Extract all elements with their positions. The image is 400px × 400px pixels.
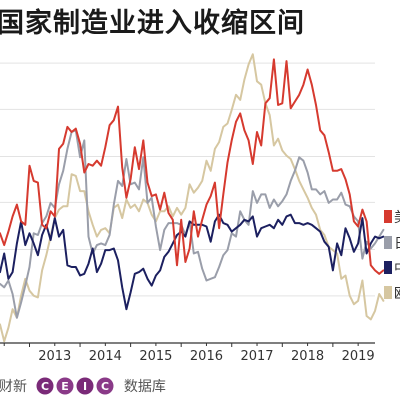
x-tick-label-2017: 2017 bbox=[240, 349, 273, 364]
x-tick-label-2018: 2018 bbox=[291, 349, 324, 364]
legend-swatch-china bbox=[384, 261, 392, 274]
series-line-0 bbox=[0, 58, 385, 275]
ceic-logo-letter-c1: C bbox=[41, 380, 49, 393]
legend: 美 日 中 欧 bbox=[384, 0, 400, 400]
legend-label-japan: 日 bbox=[394, 233, 400, 253]
legend-swatch-eurozone bbox=[384, 286, 392, 299]
page-title: 国家制造业进入收缩区间 bbox=[0, 8, 305, 39]
x-tick-label-2016: 2016 bbox=[190, 349, 223, 364]
legend-swatch-us bbox=[384, 210, 392, 223]
x-tick-label-2013: 2013 bbox=[38, 349, 71, 364]
x-tick-label-2019: 2019 bbox=[342, 349, 375, 364]
ceic-logo-letter-i: I bbox=[83, 380, 87, 393]
ceic-logo: C E I C bbox=[36, 377, 114, 395]
legend-label-us: 美 bbox=[394, 207, 400, 227]
source-credit: 财新 C E I C 数据库 bbox=[0, 376, 166, 396]
series-line-3 bbox=[0, 53, 385, 343]
ceic-logo-letter-c2: C bbox=[101, 380, 109, 393]
legend-swatch-japan bbox=[384, 236, 392, 249]
legend-label-eurozone: 欧 bbox=[394, 283, 400, 303]
x-tick-label-2014: 2014 bbox=[89, 349, 122, 364]
x-tick-label-2015: 2015 bbox=[139, 349, 172, 364]
source-caixin: 财新 bbox=[0, 379, 27, 395]
source-database: 数据库 bbox=[123, 379, 166, 395]
ceic-logo-letter-e: E bbox=[62, 380, 70, 393]
legend-label-china: 中 bbox=[394, 258, 400, 278]
